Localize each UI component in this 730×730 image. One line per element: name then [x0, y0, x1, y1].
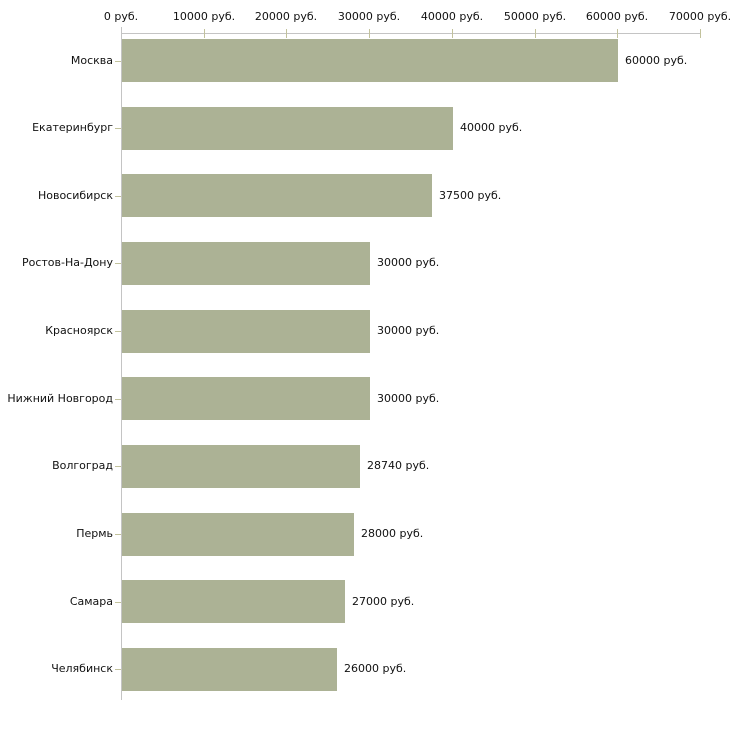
value-label: 30000 руб. [377, 324, 440, 337]
value-label: 28000 руб. [361, 527, 424, 540]
x-tick-label: 40000 руб. [420, 10, 484, 23]
bar [122, 107, 453, 150]
bar [122, 513, 354, 556]
value-label: 60000 руб. [625, 54, 688, 67]
category-label: Екатеринбург [32, 121, 113, 134]
category-label: Самара [69, 595, 113, 608]
category-label: Новосибирск [37, 189, 113, 202]
value-label: 30000 руб. [377, 392, 440, 405]
category-tick-mark [115, 399, 121, 400]
bar [122, 445, 360, 488]
x-tick-mark [369, 29, 370, 38]
bar [122, 377, 370, 420]
category-tick-mark [115, 61, 121, 62]
category-tick-mark [115, 331, 121, 332]
bar [122, 310, 370, 353]
category-tick-mark [115, 534, 121, 535]
x-tick-mark [535, 29, 536, 38]
bar [122, 580, 345, 623]
category-tick-mark [115, 466, 121, 467]
y-axis-line [121, 27, 122, 700]
x-tick-mark [617, 29, 618, 38]
value-label: 30000 руб. [377, 256, 440, 269]
category-label: Москва [70, 54, 113, 67]
category-label: Челябинск [51, 662, 113, 675]
category-label: Волгоград [52, 459, 113, 472]
category-label: Ростов-На-Дону [21, 256, 113, 269]
value-label: 28740 руб. [367, 459, 430, 472]
x-tick-label: 70000 руб. [668, 10, 730, 23]
category-tick-mark [115, 196, 121, 197]
category-label: Пермь [76, 527, 113, 540]
category-label: Красноярск [45, 324, 113, 337]
x-tick-mark [700, 29, 701, 38]
bar [122, 39, 618, 82]
x-tick-label: 60000 руб. [585, 10, 649, 23]
x-tick-mark [452, 29, 453, 38]
x-tick-label: 10000 руб. [172, 10, 236, 23]
category-tick-mark [115, 602, 121, 603]
value-label: 37500 руб. [439, 189, 502, 202]
x-tick-mark [286, 29, 287, 38]
x-tick-label: 0 руб. [103, 10, 139, 23]
value-label: 40000 руб. [460, 121, 523, 134]
value-label: 26000 руб. [344, 662, 407, 675]
x-tick-label: 20000 руб. [254, 10, 318, 23]
bar [122, 242, 370, 285]
category-tick-mark [115, 263, 121, 264]
bar [122, 648, 337, 691]
value-label: 27000 руб. [352, 595, 415, 608]
category-tick-mark [115, 669, 121, 670]
category-label: Нижний Новгород [7, 392, 113, 405]
x-axis-line [121, 33, 701, 34]
bar [122, 174, 432, 217]
category-tick-mark [115, 128, 121, 129]
x-tick-label: 50000 руб. [503, 10, 567, 23]
x-tick-label: 30000 руб. [337, 10, 401, 23]
x-tick-mark [204, 29, 205, 38]
